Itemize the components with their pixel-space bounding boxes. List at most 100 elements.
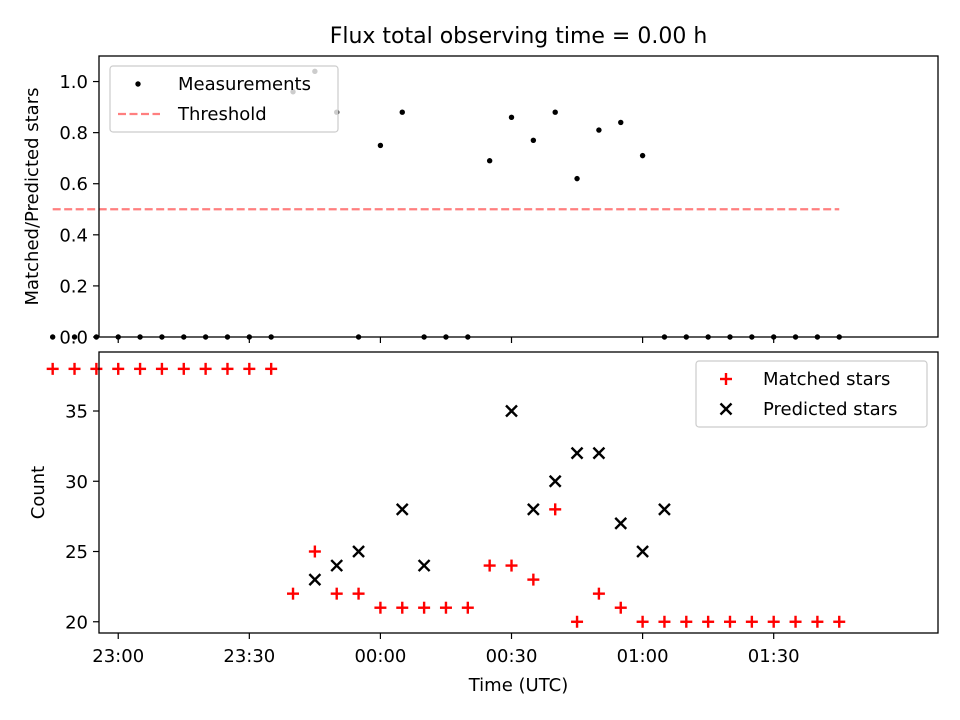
bottom-x-tick-label: 23:30 (223, 646, 275, 667)
predicted-star-point-b (308, 573, 322, 586)
bottom-legend: Matched stars Predicted stars (695, 360, 928, 428)
matched-star-point (833, 615, 846, 628)
matched-star-point (505, 559, 518, 572)
matched-star-point (287, 587, 300, 600)
legend-label-threshold: Threshold (177, 104, 267, 125)
predicted-star-point-b (614, 517, 628, 530)
predicted-star-point-b (548, 474, 562, 488)
legend-label-predicted-stars: Predicted stars (763, 399, 897, 420)
matched-star-point (549, 503, 562, 516)
legend-cross-b (719, 402, 733, 416)
bottom-x-tick-label: 01:00 (617, 646, 669, 667)
matched-star-point (483, 559, 496, 572)
bottom-y-tick-label: 20 (65, 612, 88, 633)
bottom-axes-frame (98, 351, 939, 634)
predicted-star-point (417, 559, 431, 572)
measurement-point (530, 137, 537, 143)
top-axes-frame (98, 55, 939, 338)
measurement-point (486, 158, 493, 164)
measurement-point (639, 152, 646, 159)
matched-star-point (221, 362, 234, 375)
top-y-tick-label: 0.0 (59, 328, 88, 349)
bottom-x-tick-label: 23:00 (92, 646, 144, 667)
predicted-star-point-b (527, 503, 540, 516)
chart-title: Flux total observing time = 0.00 h (330, 24, 708, 49)
measurement-point (71, 334, 78, 340)
predicted-star-point (527, 503, 540, 516)
bottom-plot-marks (46, 362, 846, 628)
legend-marker-measurements (135, 81, 141, 87)
predicted-star-point (308, 573, 322, 586)
predicted-star-point (592, 446, 606, 460)
predicted-star-point-b (658, 503, 671, 516)
matched-star-point (155, 362, 168, 375)
top-y-axis-label: Matched/Predicted stars (22, 88, 43, 306)
bottom-y-ticks: 20 25 30 35 (65, 402, 99, 633)
matched-star-point (352, 587, 365, 600)
matched-star-point (90, 362, 103, 375)
predicted-star-point (395, 503, 409, 516)
predicted-star-point (658, 503, 671, 516)
bottom-x-tick-label: 00:30 (486, 646, 538, 667)
matched-star-point (461, 601, 474, 614)
matched-star-point (134, 362, 147, 375)
matched-star-point (680, 615, 693, 628)
top-y-tick-label: 0.2 (59, 276, 88, 297)
matched-star-point (46, 362, 59, 375)
legend-cross (719, 402, 733, 416)
measurement-point (618, 119, 624, 126)
matched-star-point (745, 615, 758, 628)
measurement-point (377, 142, 384, 149)
predicted-star-point-b (592, 446, 606, 460)
matched-star-point (702, 615, 715, 628)
predicted-star-point (505, 404, 518, 418)
matched-star-point (527, 573, 540, 586)
matched-star-point (767, 615, 780, 628)
matched-star-point (112, 362, 125, 375)
bottom-y-tick-label: 25 (65, 542, 88, 563)
top-legend-box (109, 65, 339, 133)
predicted-star-point (570, 446, 584, 460)
bottom-x-tick-label: 00:00 (354, 646, 406, 667)
top-y-tick-label: 1.0 (59, 72, 88, 93)
measurement-point (574, 175, 580, 182)
predicted-star-point (330, 559, 344, 572)
legend-marker-matched-stars (720, 373, 732, 385)
bottom-x-ticks: 23:00 23:30 00:00 00:30 01:00 01:30 (92, 633, 800, 667)
matched-star-point (439, 601, 452, 614)
predicted-star-point-b (330, 559, 344, 572)
matched-star-point (330, 587, 343, 600)
top-y-ticks: 0.0 0.2 0.4 0.6 0.8 1.0 (59, 72, 99, 349)
legend-marker-predicted-stars (719, 402, 733, 416)
predicted-star-point-b (570, 446, 584, 460)
measurement-point (49, 334, 56, 340)
predicted-star-point-b (417, 559, 431, 572)
top-x-ticks (117, 337, 775, 343)
matched-star-point (308, 545, 321, 558)
matched-star-point (811, 615, 824, 628)
bottom-y-axis-label: Count (28, 466, 49, 519)
matched-star-point (396, 601, 409, 614)
matched-star-point (243, 362, 256, 375)
bottom-y-tick-label: 35 (65, 402, 88, 423)
measurement-point (399, 109, 405, 115)
matched-star-point (636, 615, 649, 628)
matched-star-point (418, 601, 431, 614)
matched-star-point (265, 362, 278, 375)
predicted-star-point-b (505, 404, 518, 418)
predicted-star-point-b (395, 503, 409, 516)
matched-star-point (614, 601, 627, 614)
legend-label-measurements: Measurements (178, 74, 311, 95)
matched-star-point (723, 615, 736, 628)
matched-star-point (199, 362, 212, 375)
matched-star-point (571, 615, 584, 628)
predicted-star-point-b (636, 545, 649, 558)
matched-star-point (789, 615, 802, 628)
predicted-star-point-b (352, 545, 365, 558)
measurement-point (508, 114, 515, 121)
predicted-star-point (352, 545, 365, 558)
bottom-legend-box (695, 360, 928, 428)
top-y-tick-label: 0.4 (59, 225, 88, 246)
predicted-star-point (548, 474, 562, 488)
